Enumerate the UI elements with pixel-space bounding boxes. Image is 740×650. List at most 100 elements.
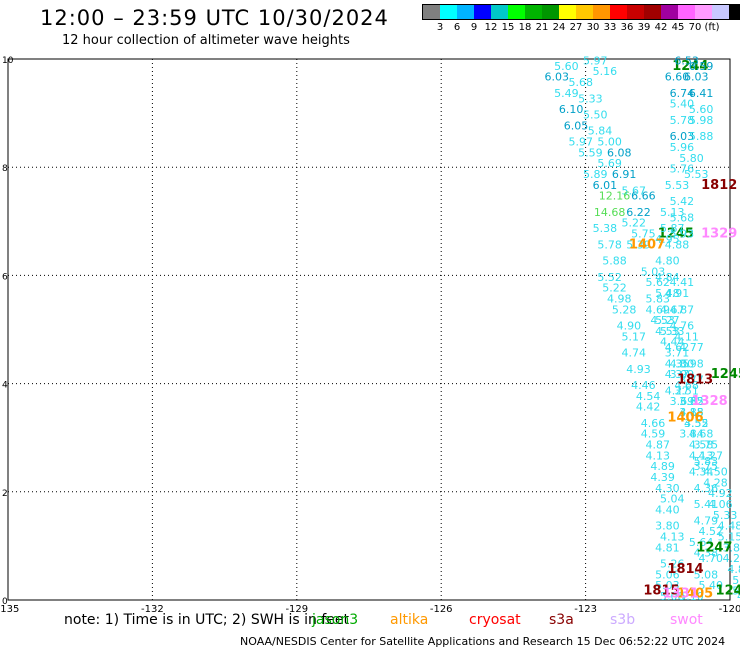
wave-height-value: 14.68 <box>594 206 626 219</box>
wave-height-value: 6.60 <box>665 71 690 84</box>
wave-height-value: 4.84 <box>655 271 680 284</box>
wave-height-value: 5.22 <box>621 217 646 230</box>
legend-label: 33 <box>603 22 617 33</box>
wave-height-value: 5.80 <box>679 152 704 165</box>
wave-height-value: 4.58 <box>689 439 714 452</box>
satellite-legend-item: cryosat <box>469 612 521 628</box>
wave-height-value: 5.08 <box>694 568 719 581</box>
wave-height-value: 6.41 <box>689 87 714 100</box>
wave-height-value: 5.40 <box>698 579 723 592</box>
wave-height-value: 5.69 <box>597 157 622 170</box>
wave-height-value: 4.76 <box>670 320 695 333</box>
legend-label: 30 <box>586 22 600 33</box>
wave-height-value: 5.40 <box>670 98 695 111</box>
wave-height-value: 5.03 <box>641 265 666 278</box>
wave-height-value: 3.35 <box>679 395 704 408</box>
wave-height-value: 3.84 <box>679 428 704 441</box>
wave-height-value: 4.53 <box>650 314 675 327</box>
wave-height-value: 4.66 <box>641 417 666 430</box>
track-annotations: 1812132914071813124513281406181418151405… <box>629 178 740 601</box>
wave-height-value: 4.68 <box>689 428 714 441</box>
wave-height-points: 5.975.60 5.166.03 5.685.49 5.336.10 5.506.05… <box>544 54 740 603</box>
wave-height-value: 6.53 <box>674 54 699 67</box>
wave-height-value: 4.44 <box>660 336 685 349</box>
wave-height-value: 4.52 <box>698 525 723 538</box>
wave-height-value: 5.78 <box>597 238 622 251</box>
wave-height-value: 5.00 <box>597 136 622 149</box>
wave-height-value: 5.26 <box>660 558 685 571</box>
y-tick-label: 0 <box>2 597 8 607</box>
wave-height-value: 5.83 <box>694 455 719 468</box>
wave-height-value: 4.53 <box>655 325 680 338</box>
wave-height-value: 4.87 <box>670 303 695 316</box>
wave-height-value: 4.00 <box>670 357 695 370</box>
satellite-legend-item: swot <box>670 612 703 628</box>
track-time-label: 1329 <box>701 227 737 242</box>
page-subtitle: 12 hour collection of altimeter wave hei… <box>62 33 350 48</box>
axis-tick-labels: -135 -132 -129 -126 -123 -120 0 2 4 6 8 10 <box>0 56 740 615</box>
wave-height-value: 5.83 <box>646 292 671 305</box>
wave-height-value: 4.92 <box>708 487 733 500</box>
page-title: 12:00 – 23:59 UTC 10/30/2024 <box>40 6 389 30</box>
wave-height-value: 4.41 <box>670 276 695 289</box>
wave-height-value: 4.98 <box>607 292 632 305</box>
wave-height-value: 5.87 <box>660 222 685 235</box>
wave-height-value: 5.75 <box>631 228 656 241</box>
y-tick-label: 8 <box>2 164 8 174</box>
satellite-legend-item: jason3 <box>312 612 359 628</box>
wave-height-value: 4.13 <box>660 530 685 543</box>
wave-height-value: 5.22 <box>602 282 627 295</box>
wave-height-value: 5.64 <box>689 536 714 549</box>
wave-height-value: 3.55 <box>684 417 709 430</box>
wave-height-value: 4.13 <box>689 449 714 462</box>
wave-height-value: 4.62 <box>665 341 690 354</box>
y-tick-label: 4 <box>2 381 8 391</box>
satellite-legend-item: s3a <box>549 612 574 628</box>
legend-label: 12 <box>484 22 498 33</box>
y-tick-label: 6 <box>2 272 8 282</box>
x-tick-label: -120 <box>719 604 740 615</box>
legend-swatch <box>440 5 457 19</box>
wave-height-value: 5.78 <box>670 114 695 127</box>
wave-height-value: 4.15 <box>679 406 704 419</box>
wave-height-value: 3.75 <box>694 460 719 473</box>
track-time-label: 1812 <box>701 178 737 193</box>
wave-height-value: 6.74 <box>670 87 695 100</box>
legend-swatch <box>644 5 661 19</box>
wave-height-value: 5.67 <box>621 184 646 197</box>
wave-height-value: 5.06 <box>655 568 680 581</box>
wave-height-value: 5.49 <box>554 87 579 100</box>
wave-height-value: 6.03 <box>544 71 569 84</box>
wave-height-value: 4.30 <box>655 482 680 495</box>
x-tick-label: -135 <box>0 604 19 615</box>
wave-height-value: 4.90 <box>617 320 642 333</box>
legend-swatch <box>576 5 593 19</box>
legend-swatch <box>593 5 610 19</box>
track-time-label: 1814 <box>667 562 703 577</box>
legend-swatch <box>508 5 525 19</box>
wave-height-value: 5.10 <box>679 590 704 603</box>
legend-label: 3 <box>436 22 444 33</box>
wave-height-value: 5.98 <box>689 114 714 127</box>
legend-label: (ft) <box>704 22 720 33</box>
track-time-label: 1406 <box>667 410 703 425</box>
wave-height-value: 4.70 <box>698 552 723 565</box>
wave-height-value: 5.52 <box>597 271 622 284</box>
legend-label: 36 <box>620 22 634 33</box>
grid-lines <box>7 58 731 601</box>
wave-height-value: 4.88 <box>665 238 690 251</box>
wave-height-value: 4.79 <box>694 514 719 527</box>
wave-height-value: 4.27 <box>665 384 690 397</box>
wave-height-value: 4.77 <box>679 341 704 354</box>
wave-height-value: 4.34 <box>689 466 714 479</box>
legend-color-bar <box>422 4 740 20</box>
x-tick-label: -132 <box>141 604 164 615</box>
wave-height-value: 5.33 <box>578 92 603 105</box>
wave-height-value: 4.89 <box>650 460 675 473</box>
legend-swatch <box>457 5 474 19</box>
wave-height-value: 4.95 <box>655 233 680 246</box>
legend-label: 9 <box>470 22 478 33</box>
wave-height-value: 6.59 <box>689 60 714 73</box>
wave-height-value: 4.28 <box>723 552 740 565</box>
wave-height-value: 5.16 <box>593 65 618 78</box>
